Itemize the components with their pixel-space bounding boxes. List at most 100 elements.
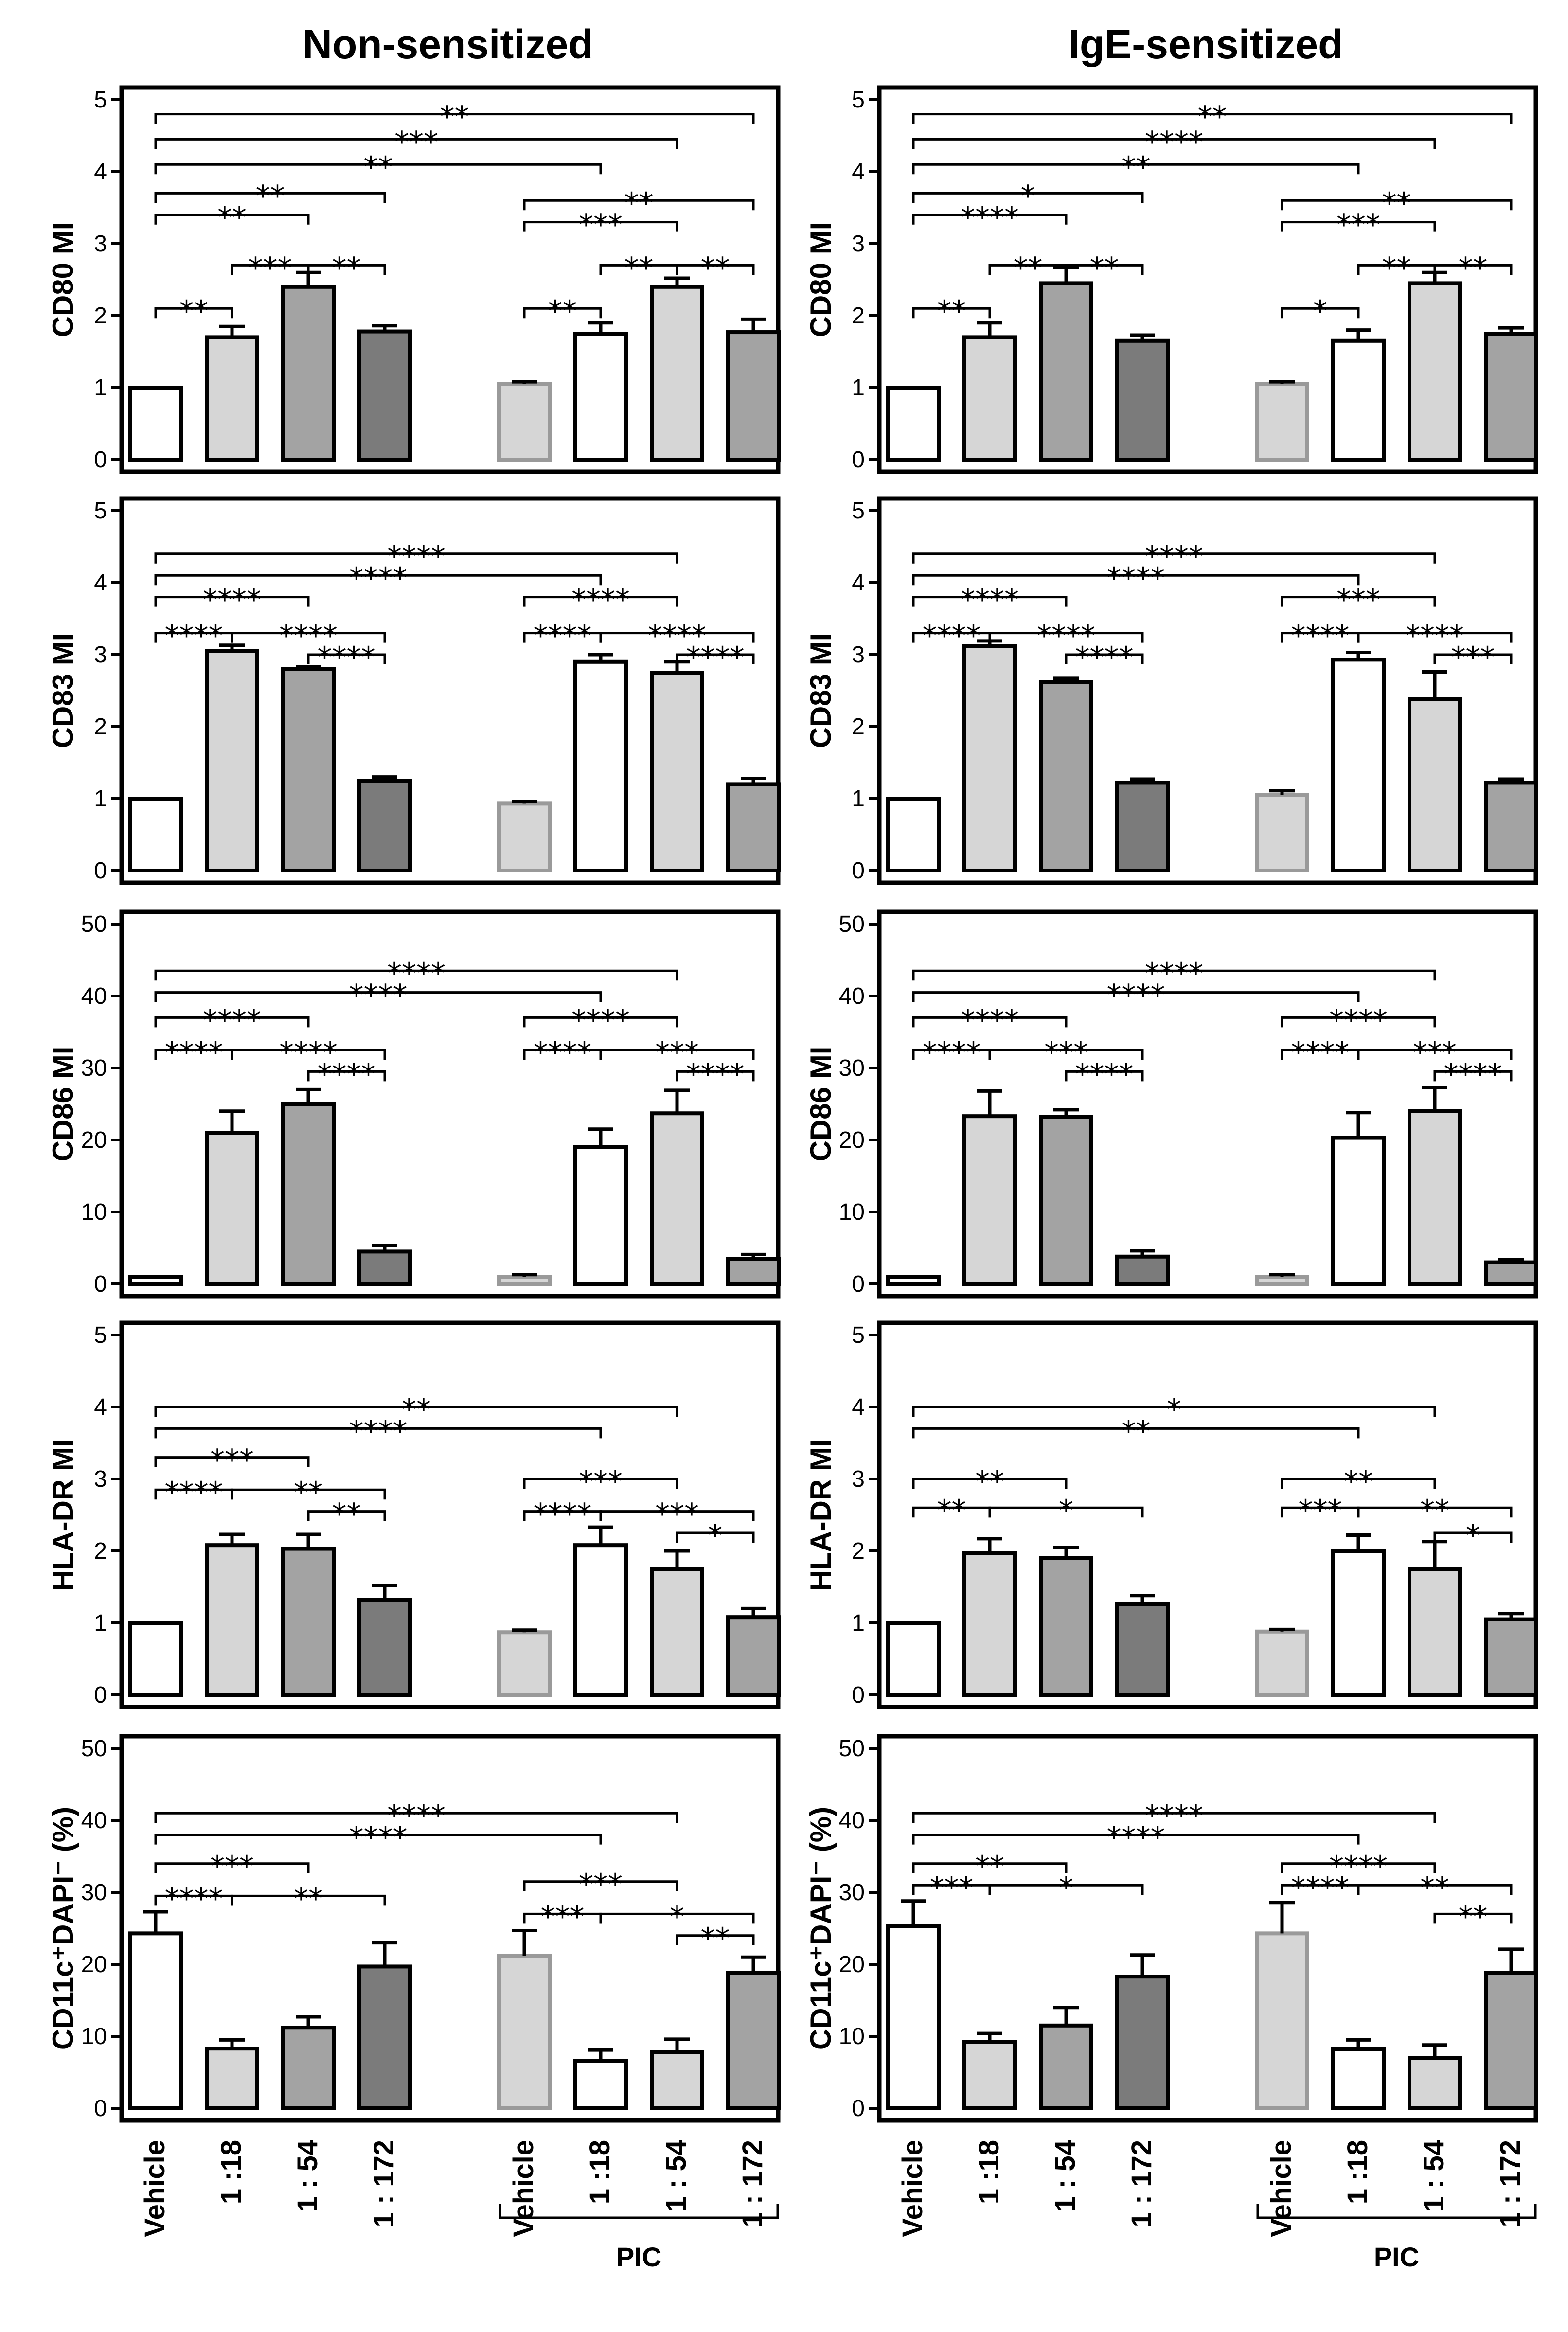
- y-tick-label: 10: [81, 1199, 107, 1225]
- significance-label: ***: [1336, 583, 1380, 617]
- significance-label: **: [256, 179, 285, 213]
- significance-bracket: [1281, 596, 1436, 607]
- bar: [1408, 2056, 1462, 2111]
- significance-label: **: [1198, 100, 1227, 134]
- bar: [1408, 1567, 1462, 1697]
- bar: [281, 1102, 336, 1286]
- category-label: 1 : 172: [1495, 2140, 1526, 2228]
- bar: [357, 1598, 412, 1697]
- significance-label: ****: [1075, 1057, 1134, 1091]
- bar: [650, 671, 704, 872]
- y-tick-label: 0: [94, 447, 107, 473]
- bar: [886, 1621, 941, 1697]
- bar: [1115, 1602, 1170, 1697]
- significance-label: **: [1344, 1465, 1373, 1499]
- y-tick-label: 1: [94, 1610, 107, 1636]
- y-axis-label: CD83 MI: [804, 633, 837, 748]
- y-tick-label: 5: [94, 498, 107, 524]
- plot-frame: [877, 496, 1538, 885]
- y-tick-label: 4: [94, 159, 107, 185]
- significance-label: **: [1382, 186, 1411, 220]
- significance-bracket: [912, 113, 1513, 124]
- y-tick-label: 0: [852, 2096, 865, 2121]
- bar: [497, 1954, 552, 2110]
- significance-label: ****: [923, 619, 981, 653]
- bar: [128, 1621, 183, 1697]
- significance-label: ****: [1107, 979, 1165, 1013]
- significance-bracket: [154, 991, 602, 1002]
- significance-bracket: [154, 969, 678, 981]
- significance-label: ****: [1107, 1821, 1165, 1855]
- y-tick-label: 2: [852, 714, 865, 740]
- significance-label: ****: [165, 1882, 223, 1916]
- significance-label: **: [294, 1882, 323, 1916]
- significance-bracket: [912, 574, 1360, 586]
- bar: [886, 386, 941, 462]
- significance-bracket: [154, 113, 755, 124]
- significance-bracket: [676, 1070, 755, 1082]
- y-tick-label: 0: [94, 1682, 107, 1708]
- category-label: 1 :18: [215, 2140, 247, 2204]
- significance-label: ****: [349, 979, 408, 1013]
- category-axis-labels: Vehicle 1 :18 1 : 54 1 : 172 Vehicle 1 :18 1 :…: [139, 2140, 1537, 2272]
- bar: [1484, 781, 1538, 872]
- significance-label: **: [294, 1476, 323, 1510]
- significance-label: ****: [387, 1799, 445, 1833]
- significance-bracket: [912, 192, 1144, 203]
- significance-bracket: [154, 1812, 678, 1823]
- significance-bracket: [154, 163, 602, 175]
- bar: [1331, 338, 1386, 462]
- bar: [497, 801, 552, 872]
- y-tick-label: 5: [852, 498, 865, 524]
- y-axis-label: CD80 MI: [47, 222, 79, 338]
- significance-bracket: [912, 163, 1360, 175]
- significance-label: ****: [534, 1036, 592, 1070]
- significance-label: **: [217, 201, 247, 235]
- y-tick-label: 40: [81, 1808, 107, 1834]
- significance-label: ***: [1336, 208, 1380, 242]
- significance-label: *: [1313, 294, 1328, 328]
- significance-label: **: [624, 186, 654, 220]
- significance-label: ***: [579, 1868, 623, 1902]
- category-label: 1 :18: [1342, 2140, 1373, 2204]
- significance-bracket: [154, 552, 678, 564]
- significance-bracket: [154, 1862, 310, 1873]
- pic-group-label: PIC: [616, 2242, 661, 2272]
- plot-frame: [119, 909, 781, 1299]
- significance-label: ****: [1406, 619, 1464, 653]
- significance-bracket: [599, 1510, 755, 1521]
- bar: [573, 1543, 628, 1697]
- significance-label: *: [1466, 1519, 1480, 1553]
- y-tick-label: 40: [839, 983, 865, 1009]
- y-tick-label: 4: [852, 1394, 865, 1420]
- pic-group-bracket: [1256, 2204, 1537, 2219]
- y-tick-label: 3: [852, 231, 865, 257]
- category-label: 1 : 172: [1126, 2140, 1158, 2228]
- significance-bracket: [231, 1488, 386, 1500]
- bar: [962, 644, 1017, 872]
- significance-label: ****: [1145, 125, 1203, 159]
- y-tick-label: 50: [839, 1736, 865, 1762]
- plot-frame: [119, 496, 781, 885]
- y-tick-label: 10: [839, 1199, 865, 1225]
- significance-label: **: [975, 1850, 1004, 1884]
- y-tick-label: 5: [94, 1322, 107, 1348]
- category-label: Vehicle: [1265, 2140, 1297, 2237]
- significance-bracket: [154, 214, 310, 225]
- significance-label: ***: [655, 1036, 699, 1070]
- significance-label: **: [1459, 251, 1488, 285]
- significance-bracket: [912, 1427, 1360, 1439]
- significance-bracket: [154, 1406, 678, 1417]
- significance-label: ****: [165, 619, 223, 653]
- y-tick-label: 20: [81, 1127, 107, 1153]
- significance-label: ****: [1107, 561, 1165, 595]
- bar: [128, 797, 183, 872]
- significance-label: *: [1059, 1871, 1073, 1905]
- significance-label: ****: [571, 583, 630, 617]
